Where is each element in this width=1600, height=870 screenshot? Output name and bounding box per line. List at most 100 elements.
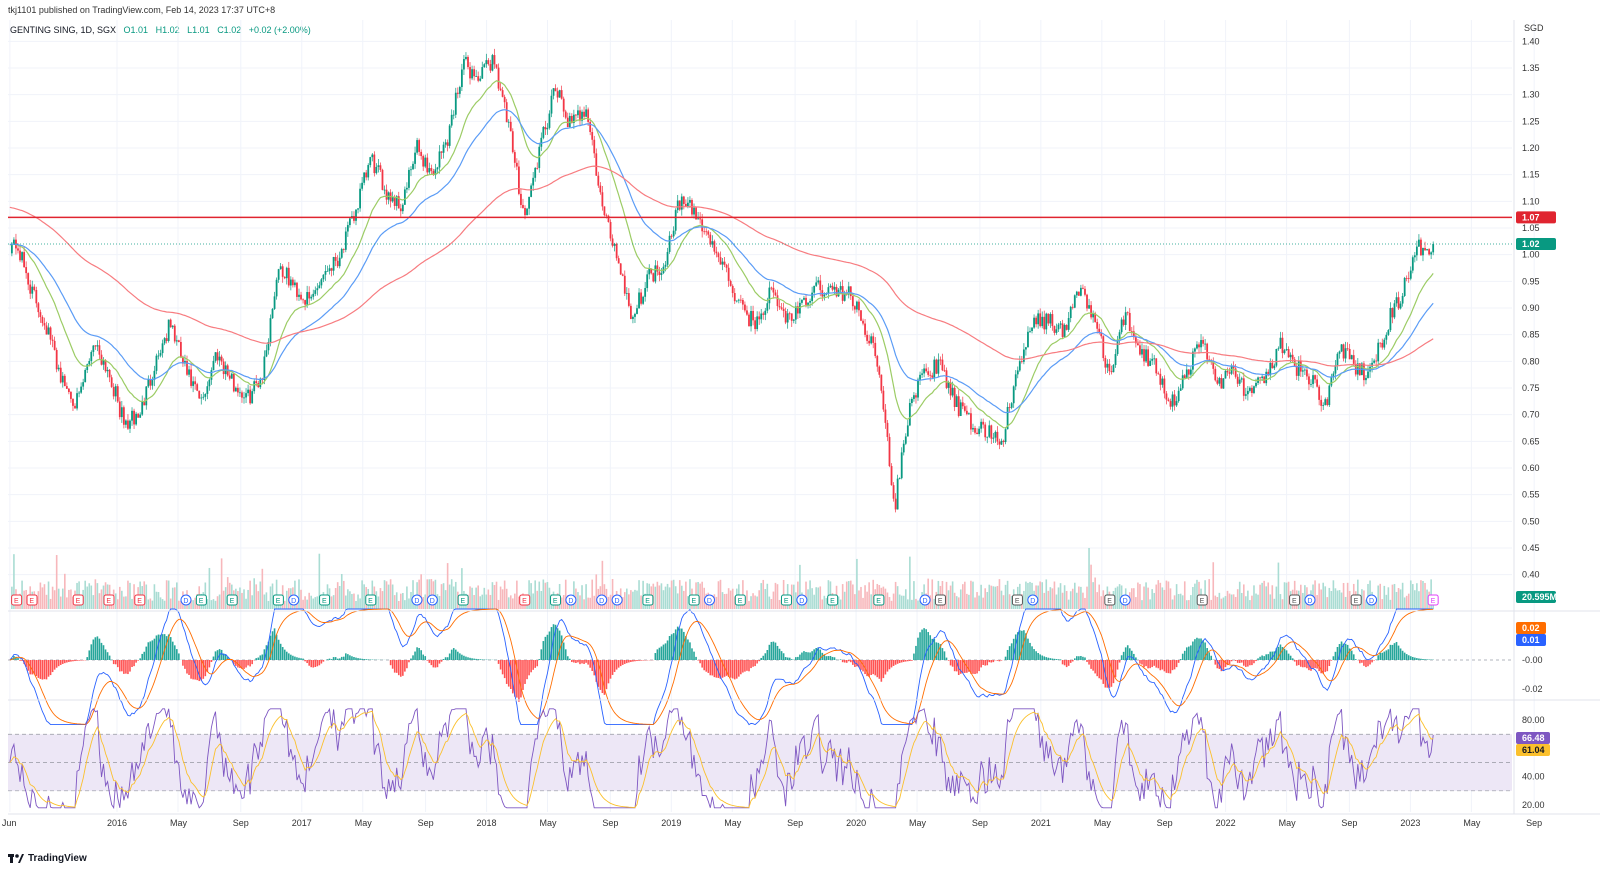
macd-histogram-bar: [157, 634, 160, 660]
candle-body: [110, 377, 113, 387]
volume-bar: [503, 580, 506, 609]
volume-bar: [357, 594, 359, 609]
volume-bar: [491, 582, 494, 609]
macd-histogram-bar: [1318, 660, 1320, 672]
macd-histogram-bar: [723, 660, 726, 677]
volume-bar: [998, 579, 1001, 609]
candle-body: [819, 280, 822, 291]
candle-body: [1141, 349, 1143, 355]
macd-histogram-bar: [970, 660, 972, 674]
volume-bar: [249, 580, 251, 609]
candle-body: [1244, 394, 1247, 396]
volume-bar: [1322, 582, 1325, 609]
volume-bar: [363, 584, 365, 609]
macd-histogram-bar: [776, 645, 779, 660]
candle-body: [1118, 332, 1121, 340]
level-price-tag: 1.07: [1522, 212, 1540, 222]
date-tick-label: May: [540, 818, 558, 828]
macd-histogram-bar: [1261, 655, 1263, 660]
candle-body: [727, 267, 730, 281]
macd-histogram-bar: [330, 659, 333, 660]
macd-histogram-bar: [312, 660, 315, 668]
macd-histogram-bar: [165, 636, 168, 660]
candle-body: [550, 95, 553, 114]
macd-histogram-bar: [786, 657, 789, 660]
candle-body: [741, 300, 744, 305]
date-tick-label: May: [1094, 818, 1112, 828]
candle-body: [913, 395, 915, 399]
candle-body: [1045, 313, 1048, 330]
macd-histogram-bar: [202, 660, 205, 679]
volume-bar: [171, 587, 174, 609]
volume-bar: [913, 581, 915, 609]
macd-histogram-bar: [76, 660, 78, 661]
candle-body: [1246, 390, 1249, 395]
candle-body: [1409, 270, 1412, 279]
candle-body: [491, 55, 494, 71]
macd-histogram-bar: [235, 660, 237, 666]
volume-bar: [1363, 590, 1365, 609]
candle-body: [395, 196, 398, 206]
candle-body: [1277, 348, 1280, 350]
macd-histogram-bar: [1414, 657, 1416, 660]
candle-body: [139, 414, 142, 418]
candle-body: [1051, 314, 1054, 327]
symbol-legend[interactable]: GENTING SING, 1D, SGX O1.01 H1.02 L1.01 …: [10, 25, 316, 35]
volume-bar: [611, 579, 614, 609]
macd-histogram-bar: [676, 626, 679, 660]
event-marker-label: E: [738, 598, 743, 605]
candle-body: [1350, 355, 1353, 360]
candle-body: [699, 218, 702, 220]
macd-histogram-bar: [727, 660, 730, 677]
macd-histogram-bar: [300, 658, 302, 660]
volume-bar: [1263, 580, 1265, 609]
event-marker-label: E: [830, 598, 835, 605]
macd-histogram-bar: [935, 642, 938, 660]
candle-body: [1104, 358, 1107, 368]
candle-body: [890, 466, 893, 486]
candle-body: [532, 177, 535, 186]
candle-body: [1112, 365, 1115, 373]
candle-body: [603, 206, 606, 216]
candle-body: [1108, 363, 1111, 372]
volume-bar: [951, 581, 954, 609]
volume-bar: [1177, 594, 1180, 609]
volume-bar: [660, 583, 663, 609]
macd-histogram-bar: [742, 660, 744, 673]
volume-bar: [212, 599, 215, 609]
candle-body: [1352, 355, 1355, 364]
volume-bar: [917, 600, 919, 609]
macd-histogram-bar: [1367, 660, 1369, 667]
macd-histogram-bar: [434, 660, 437, 668]
macd-histogram-bar: [123, 660, 125, 674]
macd-histogram-bar: [163, 634, 166, 660]
macd-histogram-bar: [1051, 658, 1054, 660]
rsi-tick-label: 40.00: [1522, 772, 1545, 782]
candle-body: [169, 319, 172, 328]
candle-body: [951, 387, 954, 396]
candle-body: [84, 369, 87, 383]
macd-histogram-bar: [1289, 655, 1292, 660]
candle-body: [1381, 342, 1384, 348]
candle-body: [823, 294, 826, 297]
date-tick-label: Jun: [2, 818, 17, 828]
macd-histogram-bar: [509, 660, 512, 689]
date-tick-label: Sep: [787, 818, 803, 828]
candle-body: [570, 115, 573, 123]
volume-bar: [1379, 583, 1382, 609]
volume-bar: [261, 568, 264, 609]
volume-bar: [450, 579, 453, 609]
macd-histogram-bar: [404, 660, 406, 672]
macd-histogram-bar: [200, 660, 203, 681]
earnings-marker: [319, 594, 331, 606]
macd-histogram-bar: [269, 635, 272, 660]
macd-histogram-bar: [1383, 651, 1386, 660]
volume-bar: [1424, 582, 1426, 609]
volume-bar: [481, 594, 484, 609]
volume-bar: [448, 584, 451, 609]
candle-body: [1014, 374, 1017, 387]
earnings-marker: [550, 594, 562, 606]
candle-body: [992, 437, 995, 439]
volume-bar: [208, 567, 211, 609]
